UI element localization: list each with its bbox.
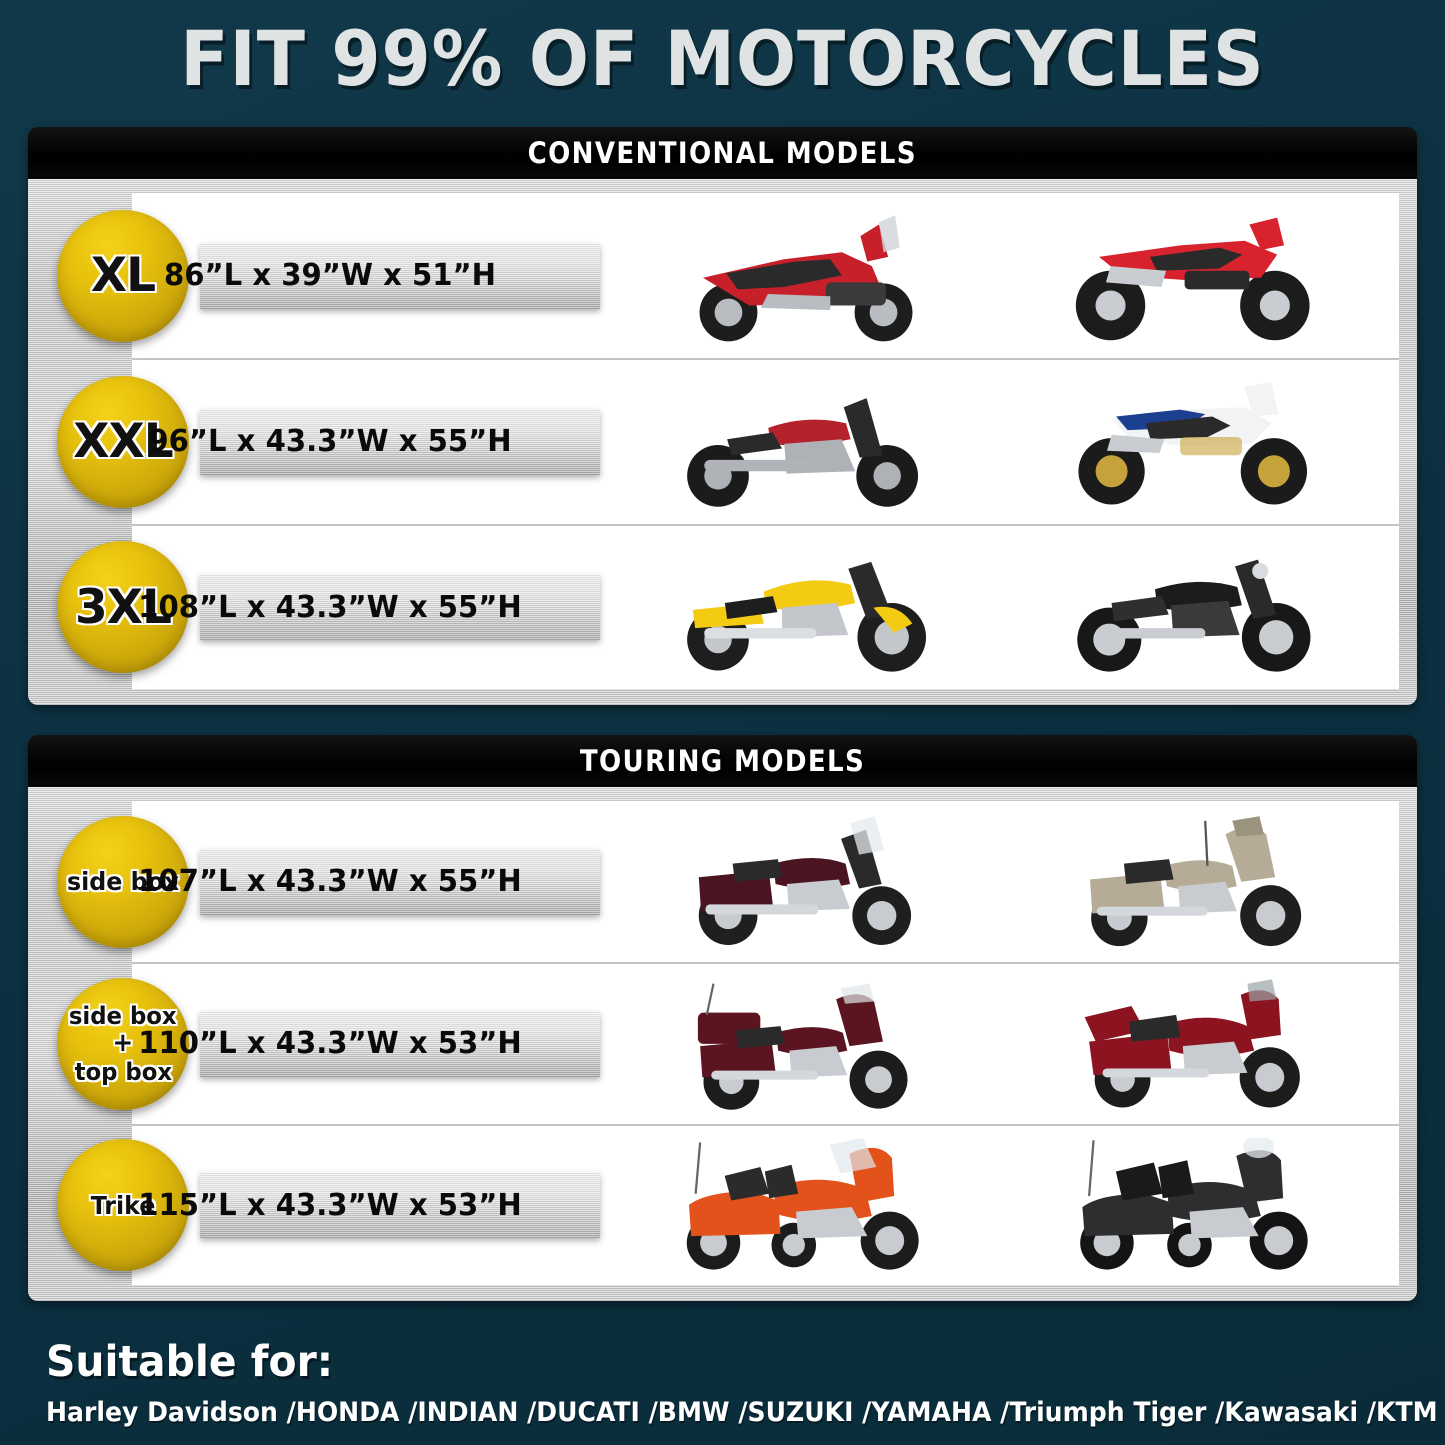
bike-image-group xyxy=(612,801,1391,962)
bike-image-dark-red-road-glide-ultra xyxy=(628,977,986,1111)
section-header-conventional: CONVENTIONAL MODELS xyxy=(28,127,1417,179)
size-badge-label: XL xyxy=(90,248,156,304)
table-row[interactable]: XXL 96”L x 43.3”W x 55”H xyxy=(57,358,1399,524)
bike-image-red-cruiser xyxy=(628,373,986,510)
footer-brand-list: Harley Davidson /HONDA /INDIAN /DUCATI /… xyxy=(46,1397,1438,1428)
row-list-touring: side box 107”L x 43.3”W x 55”H xyxy=(42,801,1399,1285)
page-title: FIT 99% OF MOTORCYCLES xyxy=(180,14,1265,103)
dimension-plate xyxy=(200,1172,600,1239)
dimension-plate xyxy=(200,408,600,475)
size-badge-label: side box xyxy=(66,867,180,897)
size-badge-label: Trike xyxy=(90,1190,156,1220)
section-touring-models: TOURING MODELS side box 107”L x 43.3”W x… xyxy=(28,735,1417,1301)
dimension-label: 108”L x 43.3”W x 55”H xyxy=(138,589,522,625)
dimension-plate xyxy=(200,574,600,641)
footer: Suitable for: Harley Davidson /HONDA /IN… xyxy=(46,1337,1438,1428)
section-body-touring: side box 107”L x 43.3”W x 55”H xyxy=(28,787,1417,1301)
dimension-label: 110”L x 43.3”W x 53”H xyxy=(138,1026,522,1062)
size-badge-label: 3XL xyxy=(75,579,172,635)
dimension-plate xyxy=(200,848,600,915)
footer-title: Suitable for: xyxy=(46,1337,334,1387)
size-badge-xxl: XXL xyxy=(57,375,189,508)
table-row[interactable]: Trike 115”L x 43.3”W x 53”H xyxy=(57,1123,1399,1285)
section-header-label: TOURING MODELS xyxy=(579,744,866,778)
size-badge-label-line1: side box xyxy=(69,1001,177,1030)
size-badge-side-box-top-box: side box + top box xyxy=(57,977,189,1110)
dimension-label: 96”L x 43.3”W x 55”H xyxy=(148,424,512,460)
bike-image-group xyxy=(612,964,1391,1123)
bike-image-red-adventure-scooter xyxy=(628,206,986,345)
size-badge-side-box: side box xyxy=(57,815,189,948)
bike-image-group xyxy=(612,1126,1391,1285)
table-row[interactable]: XL 86”L x 39”W x 51”H xyxy=(57,193,1399,359)
bike-image-blue-white-adventure-bike xyxy=(1017,373,1375,510)
bike-image-beige-street-glide xyxy=(1017,814,1375,950)
bike-image-group xyxy=(612,360,1391,523)
bike-image-black-cruiser xyxy=(1017,539,1375,676)
size-badge-label-plus: + xyxy=(112,1028,134,1059)
section-conventional-models: CONVENTIONAL MODELS XL 86”L x 39”W x 51”… xyxy=(28,127,1417,705)
bike-image-orange-goldwing-trike xyxy=(628,1138,986,1272)
table-row[interactable]: 3XL 108”L x 43.3”W x 55”H xyxy=(57,523,1399,689)
dimension-label: 115”L x 43.3”W x 53”H xyxy=(138,1187,522,1223)
dimension-plate xyxy=(200,242,600,309)
size-badge-3xl: 3XL xyxy=(57,541,189,674)
size-badge-trike: Trike xyxy=(57,1139,189,1272)
dimension-label: 107”L x 43.3”W x 55”H xyxy=(138,864,522,900)
size-badge-xl: XL xyxy=(57,209,189,342)
table-row[interactable]: side box + top box 110”L x 43.3”W x 53”H xyxy=(57,962,1399,1124)
bike-image-black-harley-tri-glide xyxy=(1017,1136,1375,1272)
bike-image-group xyxy=(612,526,1391,689)
section-body-conventional: XL 86”L x 39”W x 51”H xyxy=(28,179,1417,705)
size-badge-label-line3: top box xyxy=(74,1057,172,1086)
dimension-label: 86”L x 39”W x 51”H xyxy=(164,258,496,294)
bike-image-yellow-chopper xyxy=(628,539,986,676)
dimension-plate xyxy=(200,1010,600,1077)
table-row[interactable]: side box 107”L x 43.3”W x 55”H xyxy=(57,801,1399,963)
bike-image-red-goldwing-tour xyxy=(1017,977,1375,1111)
bike-image-group xyxy=(612,193,1391,358)
bike-image-red-dirt-bike xyxy=(1017,206,1375,345)
row-list-conventional: XL 86”L x 39”W x 51”H xyxy=(42,193,1399,689)
size-badge-label: XXL xyxy=(73,414,173,470)
section-header-touring: TOURING MODELS xyxy=(28,735,1417,787)
section-header-label: CONVENTIONAL MODELS xyxy=(527,136,918,170)
bike-image-burgundy-road-king xyxy=(628,814,986,950)
